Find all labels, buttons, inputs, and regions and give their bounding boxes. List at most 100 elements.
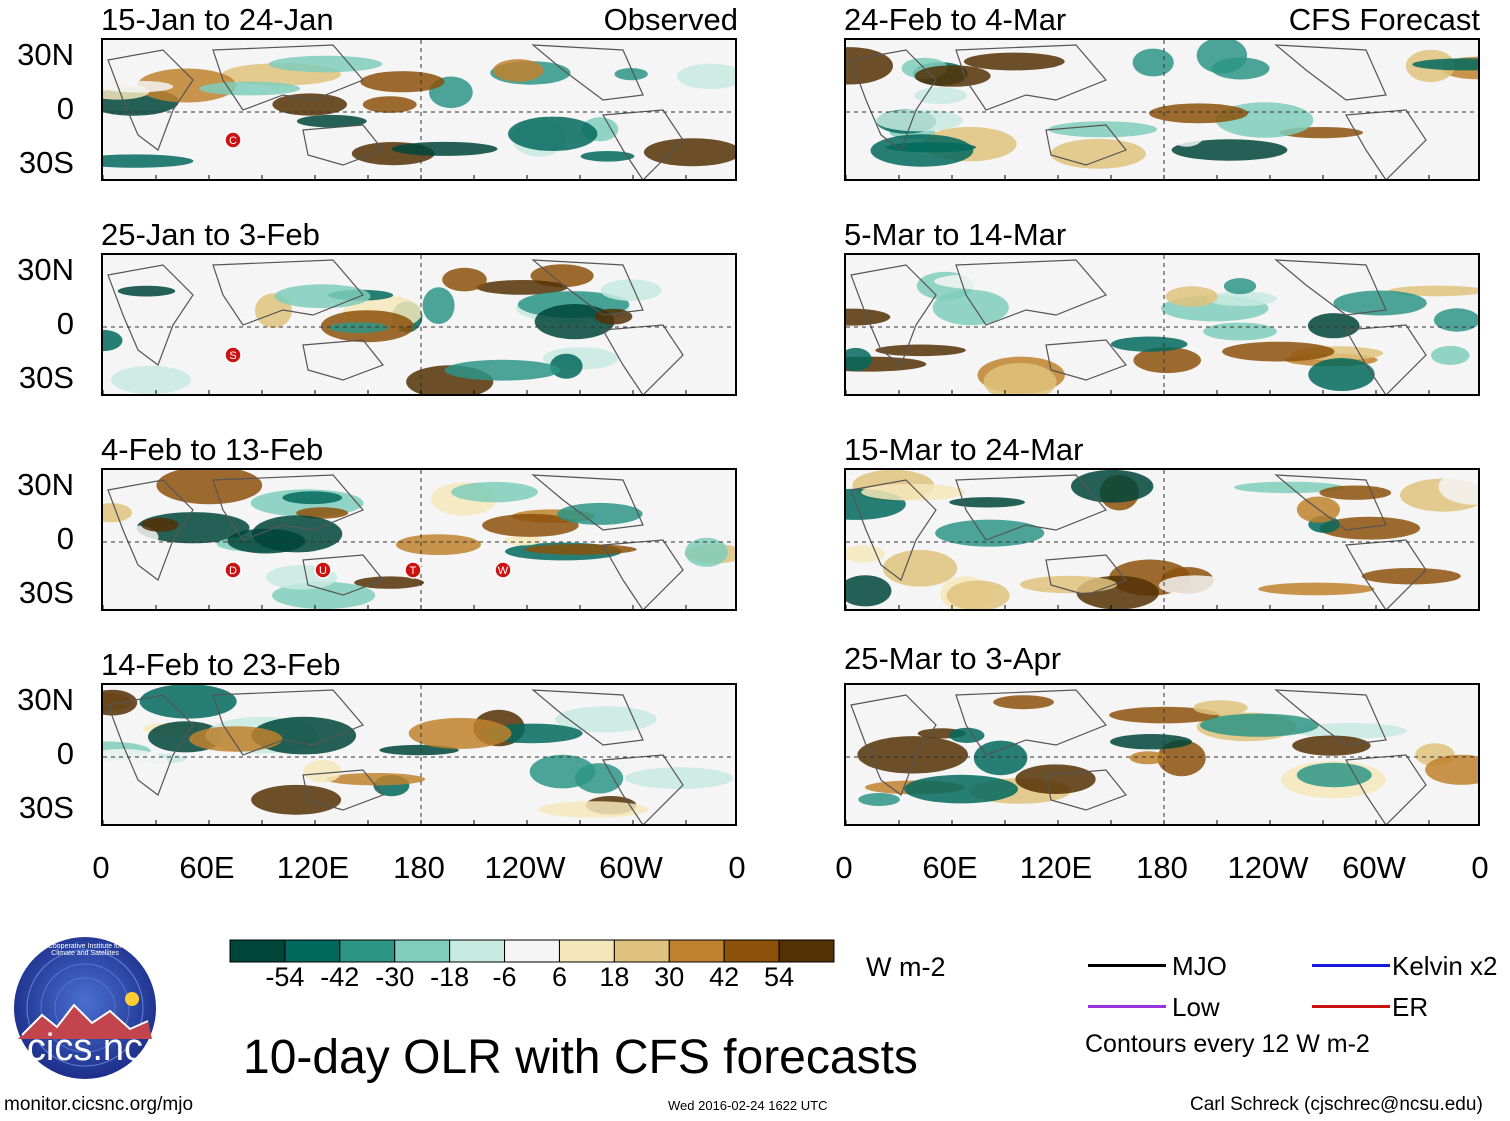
coastline xyxy=(212,689,365,756)
olr-anomaly-region xyxy=(1129,751,1167,765)
coastline xyxy=(1345,324,1427,394)
colorbar-swatch xyxy=(668,939,725,963)
olr-anomaly-region xyxy=(1196,40,1248,74)
olr-anomaly-region xyxy=(391,141,498,156)
panel-tag-observed: Observed xyxy=(603,2,738,37)
olr-anomaly-region xyxy=(103,749,169,779)
storm-marker xyxy=(224,131,242,149)
olr-anomaly-region xyxy=(111,365,191,394)
cics-logo: Cooperative Institute for Climate and Sa… xyxy=(12,935,158,1081)
olr-anomaly-region xyxy=(1200,713,1319,737)
olr-anomaly-region xyxy=(846,545,885,563)
coastline xyxy=(955,689,1108,756)
coastline xyxy=(850,479,937,581)
colorbar-tick-label: 42 xyxy=(709,962,740,992)
olr-anomaly-region xyxy=(1071,470,1154,503)
colorbar-tick-label: 30 xyxy=(654,962,685,992)
lat-tick-label: 30S xyxy=(18,145,74,180)
coastline xyxy=(850,264,937,366)
olr-anomaly-region xyxy=(103,299,149,329)
olr-anomaly-region xyxy=(904,774,1018,804)
olr-anomaly-region xyxy=(103,154,194,168)
olr-anomaly-region xyxy=(1165,286,1218,307)
colorbar-swatch xyxy=(229,939,286,963)
olr-anomaly-region xyxy=(914,65,991,87)
lon-tick-label: 60E xyxy=(922,850,978,885)
olr-anomaly-region xyxy=(1049,307,1165,339)
lat-tick-label: 0 xyxy=(56,91,74,126)
olr-anomaly-region xyxy=(1308,358,1375,391)
olr-anomaly-region xyxy=(524,544,637,555)
olr-anomaly-region xyxy=(1110,336,1188,352)
olr-anomaly-region xyxy=(846,575,892,607)
coastline xyxy=(1274,259,1387,316)
olr-anomaly-region xyxy=(442,267,487,292)
olr-anomaly-region xyxy=(274,284,371,309)
panel-title: 25-Mar to 3-Apr xyxy=(844,641,1062,676)
coastline xyxy=(107,479,194,581)
olr-anomaly-region xyxy=(504,535,543,546)
logo-text: cics.nc xyxy=(26,1027,144,1069)
olr-anomaly-region xyxy=(268,55,383,73)
olr-anomaly-region xyxy=(303,759,342,783)
olr-anomaly-region xyxy=(1020,575,1118,594)
coastline xyxy=(1045,554,1127,596)
lat-tick-label: 30N xyxy=(17,37,74,72)
lat-tick-label: 30S xyxy=(18,575,74,610)
olr-anomaly-region xyxy=(933,273,1043,290)
coastline xyxy=(602,539,684,609)
lon-tick-label: 180 xyxy=(1136,850,1188,885)
olr-anomaly-region xyxy=(529,754,596,789)
lat-tick-label: 30N xyxy=(17,467,74,502)
colorbar-swatch xyxy=(339,939,396,963)
coastline xyxy=(531,259,644,316)
olr-map-panel xyxy=(844,468,1480,611)
olr-anomaly-region xyxy=(482,513,579,537)
coastline xyxy=(212,474,365,541)
olr-anomaly-region xyxy=(1050,138,1146,169)
storm-marker xyxy=(224,561,242,579)
olr-anomaly-region xyxy=(1431,345,1470,365)
olr-anomaly-region xyxy=(1203,322,1277,341)
colorbar xyxy=(229,939,835,968)
olr-anomaly-region xyxy=(362,96,417,113)
coastline xyxy=(850,694,937,796)
olr-anomaly-region xyxy=(476,280,568,295)
lon-tick-label: 0 xyxy=(728,850,746,885)
olr-anomaly-region xyxy=(1425,754,1478,785)
olr-anomaly-region xyxy=(614,68,648,81)
colorbar-swatch xyxy=(558,939,615,963)
storm-marker-label: W xyxy=(498,565,509,577)
olr-map-panel: S xyxy=(101,253,737,396)
olr-anomaly-region xyxy=(935,519,1045,547)
olr-anomaly-region xyxy=(451,481,538,503)
olr-anomaly-region xyxy=(114,525,159,550)
olr-anomaly-region xyxy=(1444,725,1478,740)
legend-line-er xyxy=(1312,1005,1390,1008)
olr-anomaly-region xyxy=(858,793,900,806)
olr-anomaly-region xyxy=(946,580,1010,609)
lon-tick-label: 120E xyxy=(276,850,350,885)
olr-anomaly-region xyxy=(360,71,445,93)
panel-tag-forecast: CFS Forecast xyxy=(1288,2,1480,37)
coastline xyxy=(955,474,1108,541)
coastline xyxy=(302,554,384,596)
colorbar-swatch xyxy=(504,939,560,963)
olr-anomaly-region xyxy=(1193,700,1248,716)
olr-anomaly-region xyxy=(875,109,963,132)
olr-anomaly-region xyxy=(272,93,347,116)
storm-marker xyxy=(404,561,422,579)
olr-anomaly-region xyxy=(1319,516,1421,540)
olr-anomaly-region xyxy=(932,289,1009,326)
olr-anomaly-region xyxy=(1206,291,1277,307)
legend-line-mjo xyxy=(1088,964,1166,967)
legend-line-kelvin xyxy=(1312,964,1390,967)
olr-anomaly-region xyxy=(1438,470,1478,505)
coastline xyxy=(531,44,644,101)
lat-tick-label: 30S xyxy=(18,360,74,395)
coastline xyxy=(107,49,194,151)
coastline xyxy=(602,754,684,824)
olr-map-panel xyxy=(844,253,1480,396)
olr-anomaly-region xyxy=(534,304,615,340)
